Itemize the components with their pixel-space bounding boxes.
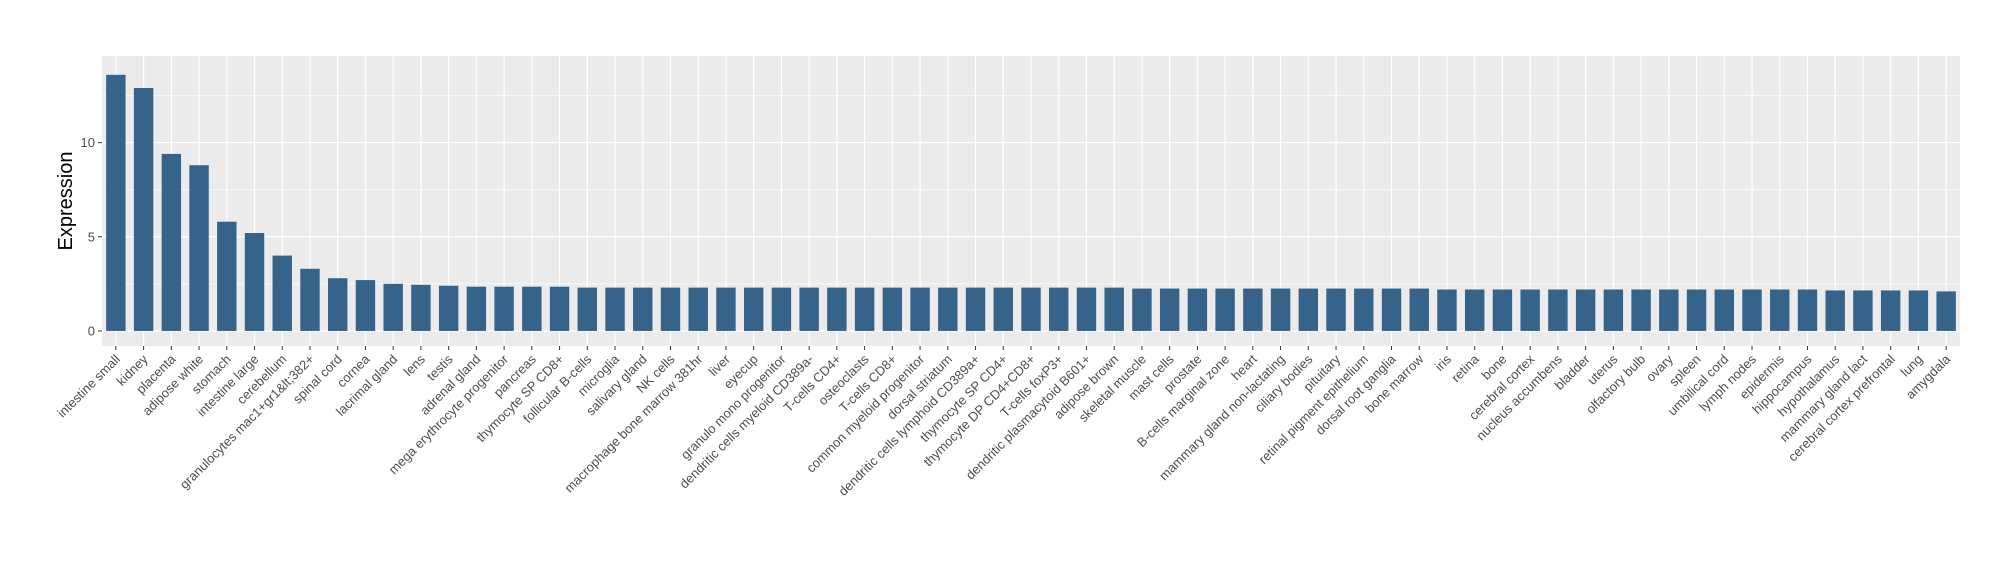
- bar: [1742, 289, 1762, 331]
- bar: [1548, 289, 1568, 331]
- bar: [1797, 289, 1818, 331]
- bar: [355, 280, 376, 331]
- bar: [133, 88, 154, 331]
- bar: [605, 287, 625, 331]
- bar: [799, 287, 819, 331]
- bar: [1853, 290, 1873, 331]
- bar: [1409, 288, 1429, 331]
- bar: [1492, 289, 1513, 331]
- bar: [1354, 288, 1374, 331]
- bar: [660, 287, 681, 331]
- bar: [161, 153, 182, 331]
- bar: [771, 287, 792, 331]
- bar: [1021, 287, 1041, 331]
- y-tick-label: 5: [88, 229, 95, 244]
- bar: [965, 287, 986, 331]
- bar: [383, 283, 403, 331]
- bar: [1770, 289, 1790, 331]
- bar: [743, 287, 764, 331]
- bar: [633, 287, 653, 331]
- bar: [411, 284, 431, 331]
- bar: [1298, 288, 1319, 331]
- x-tick-label: intestine small: [54, 351, 123, 420]
- bar: [1104, 287, 1124, 331]
- bar: [1243, 288, 1263, 331]
- bar: [716, 287, 736, 331]
- bar: [1825, 290, 1845, 331]
- bar: [993, 287, 1013, 331]
- bar: [1575, 289, 1596, 331]
- bar: [1132, 288, 1152, 331]
- bar: [217, 221, 237, 331]
- bar: [1936, 291, 1956, 331]
- bar: [244, 233, 265, 331]
- bar: [328, 278, 348, 331]
- bar: [1437, 289, 1457, 331]
- bar: [1159, 288, 1180, 331]
- bar: [1520, 289, 1540, 331]
- bar: [1464, 289, 1485, 331]
- bar: [1076, 287, 1097, 331]
- bar: [1880, 290, 1901, 331]
- bar: [522, 286, 542, 331]
- y-axis: 0 5 10: [81, 135, 102, 338]
- bar: [1326, 288, 1346, 331]
- bar: [1659, 289, 1679, 331]
- bar: [882, 287, 903, 331]
- bar: [300, 268, 320, 331]
- bar: [438, 285, 459, 331]
- bar: [272, 255, 292, 331]
- bar: [1215, 288, 1235, 331]
- bar: [1686, 289, 1707, 331]
- bar: [1908, 290, 1929, 331]
- bar: [106, 74, 126, 331]
- bar: [910, 287, 930, 331]
- bar: [1270, 288, 1291, 331]
- bar: [1049, 287, 1069, 331]
- bar: [577, 287, 598, 331]
- y-tick-label: 10: [81, 135, 95, 150]
- bar: [854, 287, 875, 331]
- bar: [549, 286, 570, 331]
- bar: [494, 286, 514, 331]
- bar: [1187, 288, 1208, 331]
- bar: [189, 165, 209, 331]
- bar: [938, 287, 958, 331]
- bar: [1381, 288, 1402, 331]
- bar: [1631, 289, 1651, 331]
- bar: [688, 287, 708, 331]
- y-tick-label: 0: [88, 323, 95, 338]
- bar: [1714, 289, 1734, 331]
- bars: [106, 74, 1956, 331]
- x-tick-label: retina: [1448, 351, 1482, 385]
- bar: [827, 287, 847, 331]
- bar: [466, 286, 487, 331]
- y-axis-title: Expression: [55, 152, 77, 251]
- bar: [1603, 289, 1624, 331]
